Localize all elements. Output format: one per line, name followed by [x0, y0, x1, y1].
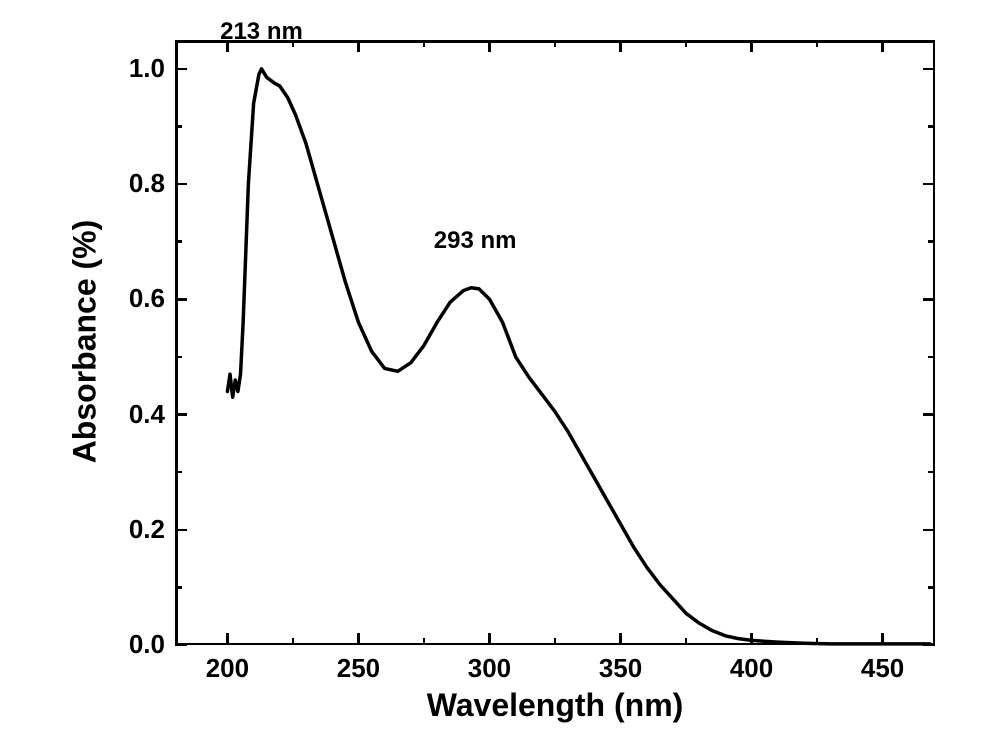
x-tick-label: 450: [843, 653, 923, 684]
y-tick-label: 0.8: [105, 168, 165, 199]
x-axis-title: Wavelength (nm): [175, 687, 935, 724]
y-tick-label: 0.6: [105, 283, 165, 314]
spectrum-chart: 200 250 300 350 400 450 0.0 0.2 0.4 0.6 0.8 1.0 Wave…: [0, 0, 1000, 750]
x-tick-label: 300: [449, 653, 529, 684]
x-tick-label: 250: [318, 653, 398, 684]
y-tick-label: 1.0: [105, 53, 165, 84]
peak-annotation: 213 nm: [201, 18, 321, 46]
y-tick-label: 0.4: [105, 399, 165, 430]
y-axis-title: Absorbance (%): [67, 191, 104, 491]
spectrum-line: [175, 40, 935, 645]
x-tick-label: 200: [187, 653, 267, 684]
x-tick-label: 350: [581, 653, 661, 684]
x-tick-label: 400: [712, 653, 792, 684]
y-tick-label: 0.0: [105, 629, 165, 660]
y-tick-label: 0.2: [105, 514, 165, 545]
peak-annotation: 293 nm: [415, 227, 535, 255]
